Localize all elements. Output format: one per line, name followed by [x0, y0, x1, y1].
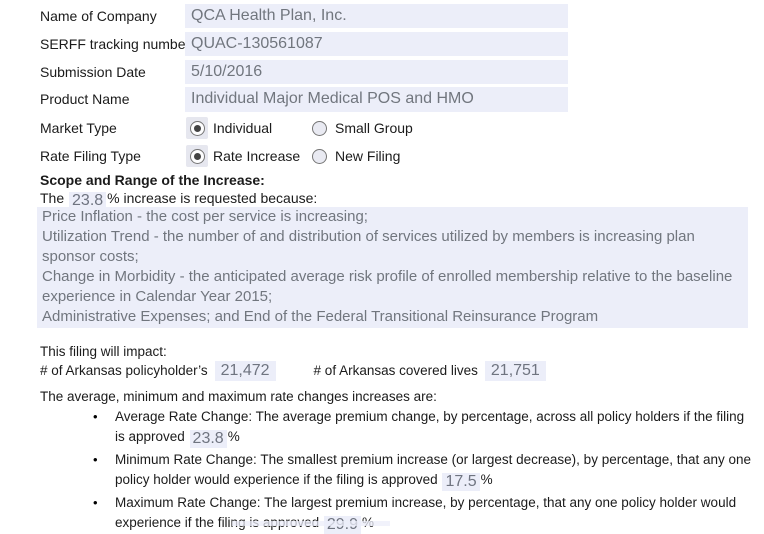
- percent-sign: %: [227, 429, 240, 444]
- impact-heading: This filing will impact:: [40, 344, 167, 359]
- average-rate-change-text: Average Rate Change: The average premium…: [115, 409, 745, 444]
- impact-row: # of Arkansas policyholder’s 21,472 # of…: [40, 360, 546, 381]
- increase-reason-textarea[interactable]: Price Inflation - the cost per service i…: [37, 207, 748, 328]
- radio-new-filing-label: New Filing: [335, 148, 401, 164]
- form-row-submission-date: Submission Date 5/10/2016: [0, 60, 764, 84]
- radio-unselected-icon: [311, 148, 327, 164]
- serff-field[interactable]: QUAC-130561087: [185, 32, 568, 56]
- radio-individual[interactable]: Individual: [186, 116, 272, 140]
- scope-sentence-prefix: The: [40, 190, 65, 206]
- average-rate-change-field[interactable]: 23.8: [189, 430, 227, 448]
- product-name-field[interactable]: Individual Major Medical POS and HMO: [185, 87, 568, 112]
- minimum-rate-change-text: Minimum Rate Change: The smallest premiu…: [115, 452, 752, 487]
- bullet-icon: •: [93, 452, 98, 467]
- partial-field-bottom[interactable]: [232, 521, 390, 526]
- serff-label: SERFF tracking number: [40, 36, 191, 52]
- bullet-icon: •: [93, 495, 98, 510]
- submission-date-field[interactable]: 5/10/2016: [185, 60, 568, 84]
- rate-filing-type-row: Rate Filing Type Rate Increase New Filin…: [0, 144, 764, 168]
- scope-sentence: The 23.8% increase is requested because:: [40, 189, 317, 210]
- market-type-label: Market Type: [40, 120, 117, 136]
- radio-rate-increase-label: Rate Increase: [213, 148, 301, 164]
- radio-small-group[interactable]: Small Group: [308, 116, 413, 140]
- radio-small-group-label: Small Group: [335, 120, 413, 136]
- radio-unselected-icon: [311, 120, 327, 136]
- company-label: Name of Company: [40, 8, 157, 24]
- product-name-label: Product Name: [40, 91, 130, 107]
- form-row-company: Name of Company QCA Health Plan, Inc.: [0, 4, 764, 28]
- radio-selected-icon: [189, 148, 205, 164]
- covered-lives-field[interactable]: 21,751: [484, 360, 546, 381]
- radio-rate-increase[interactable]: Rate Increase: [186, 144, 300, 168]
- rate-changes-heading: The average, minimum and maximum rate ch…: [40, 389, 437, 404]
- minimum-rate-change-item: • Minimum Rate Change: The smallest premi…: [93, 450, 755, 491]
- average-rate-change-item: • Average Rate Change: The average premiu…: [93, 407, 755, 448]
- company-field[interactable]: QCA Health Plan, Inc.: [185, 4, 568, 28]
- radio-selected-icon: [189, 120, 205, 136]
- scope-sentence-suffix: % increase is requested because:: [107, 190, 318, 206]
- percent-sign: %: [480, 472, 493, 487]
- rate-filing-type-label: Rate Filing Type: [40, 148, 141, 164]
- bullet-icon: •: [93, 409, 98, 424]
- radio-individual-label: Individual: [213, 120, 273, 136]
- covered-lives-label: # of Arkansas covered lives: [313, 363, 478, 378]
- minimum-rate-change-field[interactable]: 17.5: [442, 473, 480, 491]
- maximum-rate-change-item: • Maximum Rate Change: The largest premiu…: [93, 493, 755, 534]
- radio-new-filing[interactable]: New Filing: [308, 144, 400, 168]
- policyholders-field[interactable]: 21,472: [214, 360, 276, 381]
- policyholders-label: # of Arkansas policyholder’s: [40, 363, 208, 378]
- scope-heading: Scope and Range of the Increase:: [40, 172, 265, 188]
- maximum-rate-change-text: Maximum Rate Change: The largest premium…: [115, 495, 737, 530]
- market-type-row: Market Type Individual Small Group: [0, 116, 764, 140]
- increase-percent-field[interactable]: 23.8: [69, 192, 107, 210]
- submission-date-label: Submission Date: [40, 64, 146, 80]
- form-row-serff: SERFF tracking number QUAC-130561087: [0, 32, 764, 56]
- form-row-product-name: Product Name Individual Major Medical PO…: [0, 87, 764, 112]
